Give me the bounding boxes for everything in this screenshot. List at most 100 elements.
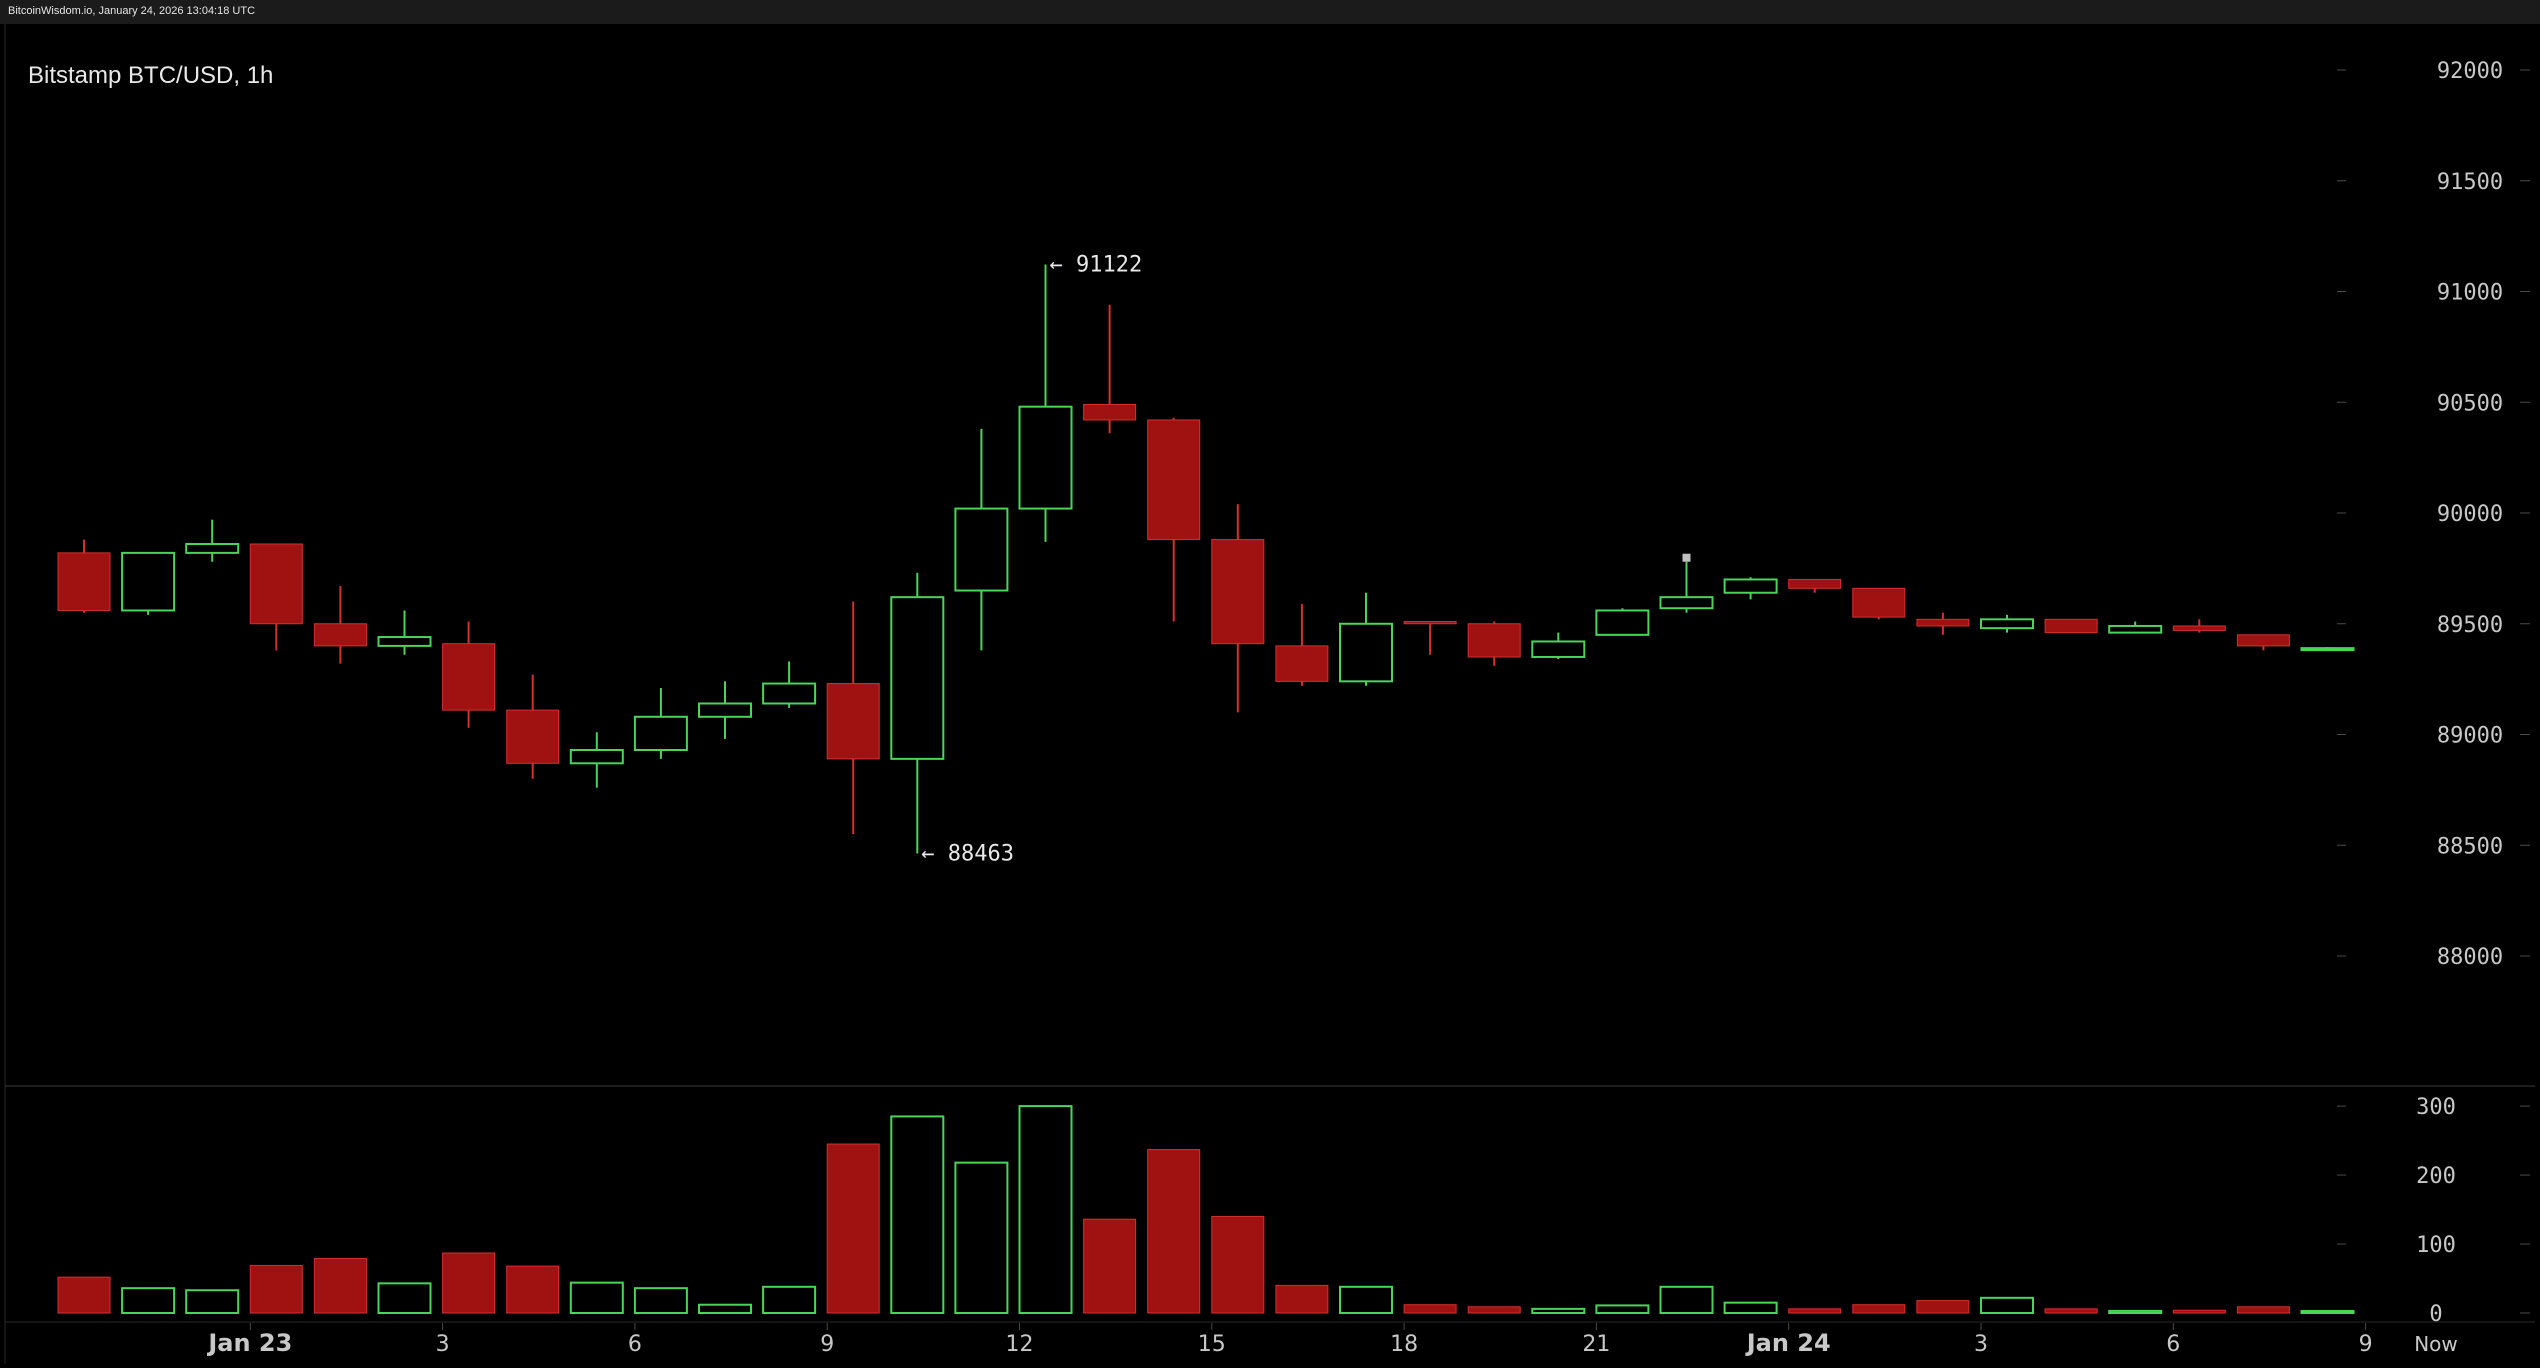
time-tick-label: 12 [1006, 1332, 1034, 1357]
volume-bar-up [1659, 1285, 1714, 1314]
candle-body-down [1852, 587, 1906, 618]
price-tick-label: 90500 [2437, 391, 2503, 416]
volume-bar-up [1018, 1105, 1073, 1314]
volume-bar-up [954, 1161, 1009, 1314]
candle-body-down [442, 643, 496, 711]
candle-body-down [2044, 618, 2098, 634]
candle-body-down [1275, 645, 1329, 682]
candle-body-up [185, 543, 240, 554]
candle-body-down [1916, 618, 1970, 627]
time-tick-label: 9 [820, 1332, 834, 1357]
time-tick-label: 6 [2166, 1332, 2180, 1357]
volume-bar-down [1147, 1149, 1201, 1314]
candle-body-up [2108, 624, 2163, 634]
candle-body-down [826, 683, 880, 760]
time-tick-label: 6 [628, 1332, 642, 1357]
volume-bar-up [1339, 1285, 1393, 1314]
extreme-annotation: ← 91122 [1050, 252, 1143, 277]
current-marker [1682, 553, 1691, 562]
candle-body-up [1339, 622, 1393, 683]
volume-bar-down [442, 1252, 496, 1314]
extreme-annotation: ← 88463 [921, 841, 1014, 866]
chart-frame: 88000 88500 89000 89500 90000 90500 91000 91500… [0, 24, 2540, 1368]
volume-bar-down [1467, 1306, 1521, 1314]
volume-bar-down [2172, 1309, 2226, 1314]
volume-bar-down [1083, 1218, 1137, 1314]
volume-bar-up [890, 1115, 945, 1315]
price-tick-label: 90000 [2437, 502, 2503, 527]
price-tick-label: 88500 [2437, 834, 2503, 859]
time-tick-label: 3 [1974, 1332, 1988, 1357]
volume-tick-label: 100 [2416, 1233, 2456, 1258]
volume-bar-down [313, 1258, 367, 1314]
volume-bar-up [698, 1303, 752, 1315]
candle-body-up [890, 596, 945, 760]
candle-body-up [762, 682, 817, 705]
top-bar: BitcoinWisdom.io, January 24, 2026 13:04… [0, 0, 2540, 24]
price-tick-label: 89500 [2437, 613, 2503, 638]
top-caption: BitcoinWisdom.io, January 24, 2026 13:04… [8, 5, 256, 17]
candle-body-down [1211, 539, 1265, 645]
candle-body-down [1467, 623, 1521, 658]
time-tick-label: 21 [1582, 1332, 1610, 1357]
time-tick-label: 15 [1198, 1332, 1226, 1357]
volume-bar-up [2108, 1309, 2163, 1315]
volume-bar-up [762, 1285, 817, 1314]
candle-body-down [1403, 621, 1457, 625]
volume-bar-up [1595, 1304, 1650, 1315]
candle-body-up [121, 551, 176, 612]
volume-tick-label: 200 [2416, 1164, 2456, 1189]
volume-bar-up [569, 1281, 624, 1314]
volume-bar-up [1723, 1301, 1778, 1315]
volume-bar-up [121, 1287, 176, 1314]
price-tick-label: 92000 [2437, 59, 2503, 84]
candle-body-up [954, 507, 1009, 592]
price-tick-label: 91000 [2437, 281, 2503, 306]
volume-bar-down [1275, 1284, 1329, 1314]
candle-body-up [569, 749, 624, 765]
volume-bar-down [506, 1265, 560, 1314]
candle-body-down [313, 623, 367, 647]
volume-bar-up [633, 1287, 688, 1314]
time-tick-label: 3 [436, 1332, 450, 1357]
volume-bar-up [1531, 1307, 1586, 1315]
candle-body-down [1147, 419, 1201, 541]
price-tick-label: 88000 [2437, 945, 2503, 970]
candle-body-up [633, 715, 688, 752]
now-label: Now [2414, 1332, 2458, 1356]
candle-body-down [506, 709, 560, 764]
time-tick-label: Jan 24 [1745, 1329, 1831, 1357]
volume-bar-up [1980, 1296, 2034, 1315]
volume-tick-label: 0 [2429, 1302, 2442, 1327]
volume-bar-down [2044, 1308, 2098, 1314]
candle-body-up [1531, 640, 1586, 658]
candle-body-down [1083, 403, 1137, 421]
candle-body-down [249, 543, 303, 625]
volume-bar-down [1403, 1304, 1457, 1314]
volume-bar-down [1788, 1308, 1842, 1314]
chart-title: Bitstamp BTC/USD, 1h [28, 62, 274, 89]
candle-body-up [1659, 596, 1714, 610]
volume-tick-label: 300 [2416, 1095, 2456, 1120]
volume-bar-down [1916, 1300, 1970, 1314]
candle-body-down [2172, 625, 2226, 631]
candle-body-up [1595, 609, 1650, 636]
time-tick-label: Jan 23 [206, 1329, 292, 1357]
candle-body-up [698, 702, 752, 718]
time-tick-label: 18 [1390, 1332, 1418, 1357]
candle-body-up [1723, 578, 1778, 594]
volume-bar-down [1852, 1304, 1906, 1314]
candle-body-up [1018, 405, 1073, 510]
candle-body-down [57, 552, 111, 611]
candle-body-up [1980, 618, 2034, 630]
volume-bar-down [1211, 1215, 1265, 1314]
volume-bar-down [57, 1276, 111, 1314]
candle-body-down [1788, 578, 1842, 589]
volume-bar-down [249, 1264, 303, 1314]
chart-svg[interactable]: 8800088500890008950090000905009100091500… [0, 24, 2540, 1368]
candle-body-up [377, 636, 432, 647]
price-tick-label: 91500 [2437, 170, 2503, 195]
volume-bar-up [185, 1289, 240, 1314]
candle-body-up [2300, 647, 2355, 652]
price-tick-label: 89000 [2437, 724, 2503, 749]
